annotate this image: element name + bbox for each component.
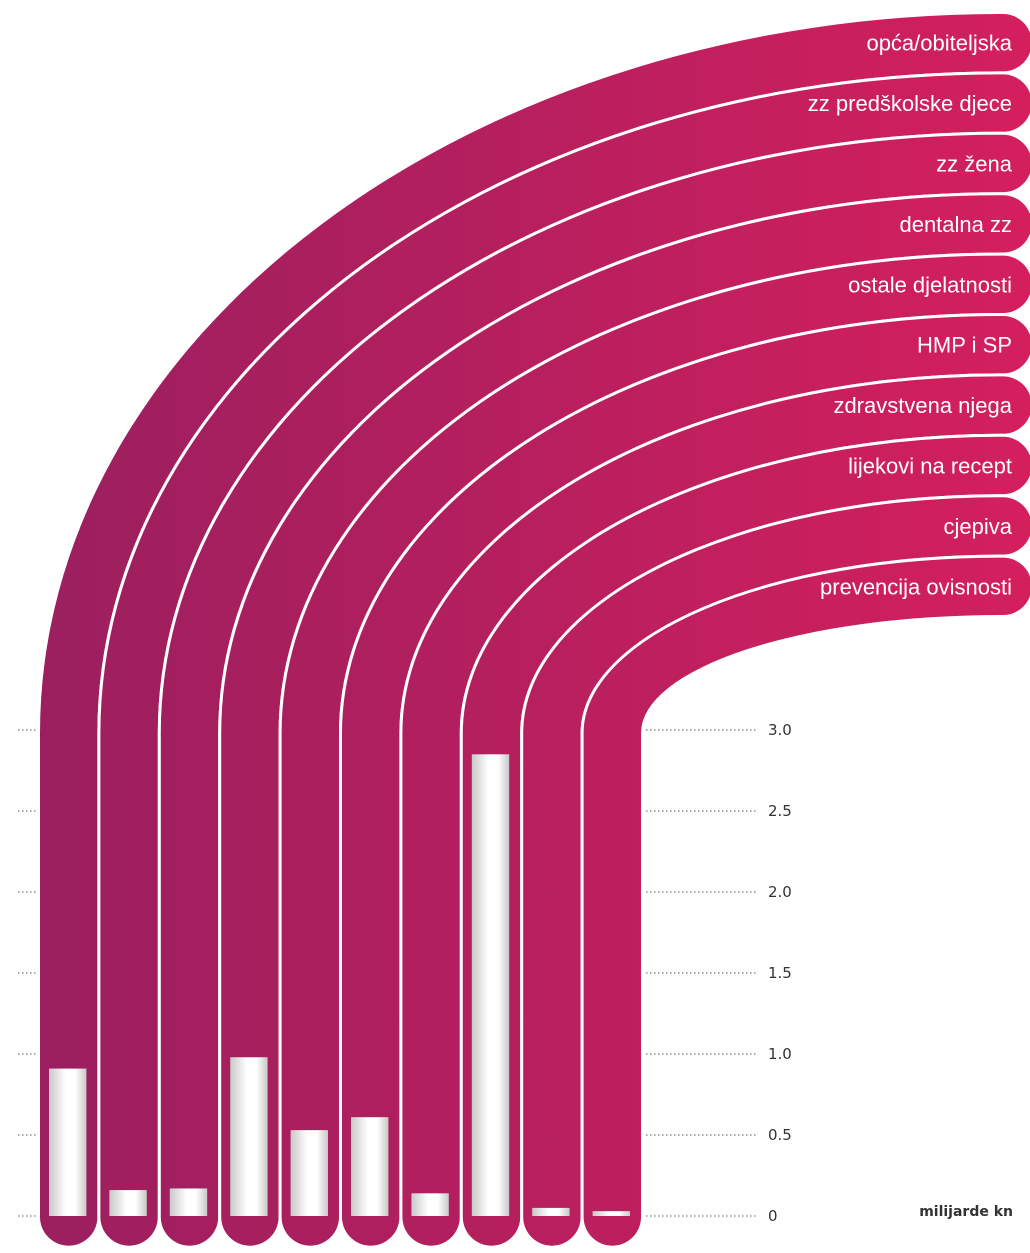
y-tick-label: 2.5 — [768, 802, 792, 820]
category-band — [523, 497, 1030, 1246]
category-label: opća/obiteljska — [866, 31, 1012, 56]
value-bars — [49, 754, 630, 1216]
y-tick-label: 0 — [768, 1207, 778, 1225]
category-label: prevencija ovisnosti — [820, 574, 1012, 599]
unit-label: milijarde kn — [919, 1204, 1013, 1220]
category-label: zz predškolske djece — [808, 91, 1012, 116]
category-band — [40, 14, 1030, 1246]
value-bar — [532, 1207, 570, 1216]
category-label: ostale djelatnosti — [848, 272, 1012, 297]
value-bar — [290, 1130, 328, 1216]
value-bar — [351, 1117, 389, 1216]
value-bar — [109, 1190, 147, 1216]
value-bar — [471, 754, 510, 1216]
value-bar — [411, 1193, 449, 1216]
category-label: dentalna zz — [899, 212, 1012, 237]
y-axis-ticks: 0 0.5 1.0 1.5 2.0 2.5 3.0 — [768, 721, 792, 1225]
category-band — [583, 557, 1030, 1246]
category-label: zdravstvena njega — [833, 393, 1012, 418]
category-bands — [37, 11, 1030, 1249]
category-band — [462, 436, 1030, 1246]
y-tick-label: 1.0 — [768, 1045, 792, 1063]
y-tick-label: 1.5 — [768, 964, 792, 982]
category-labels: opća/obiteljska zz predškolske djece zz že… — [808, 31, 1013, 600]
category-label: zz žena — [936, 152, 1013, 177]
value-bar — [169, 1188, 208, 1216]
y-tick-label: 0.5 — [768, 1126, 792, 1144]
value-bar — [49, 1068, 87, 1216]
category-label: lijekovi na recept — [848, 454, 1012, 479]
value-bar — [230, 1057, 268, 1216]
category-label: cjepiva — [944, 514, 1013, 539]
y-tick-label: 3.0 — [768, 721, 792, 739]
y-tick-label: 2.0 — [768, 883, 792, 901]
category-label: HMP i SP — [917, 333, 1012, 358]
value-bar — [592, 1211, 630, 1216]
